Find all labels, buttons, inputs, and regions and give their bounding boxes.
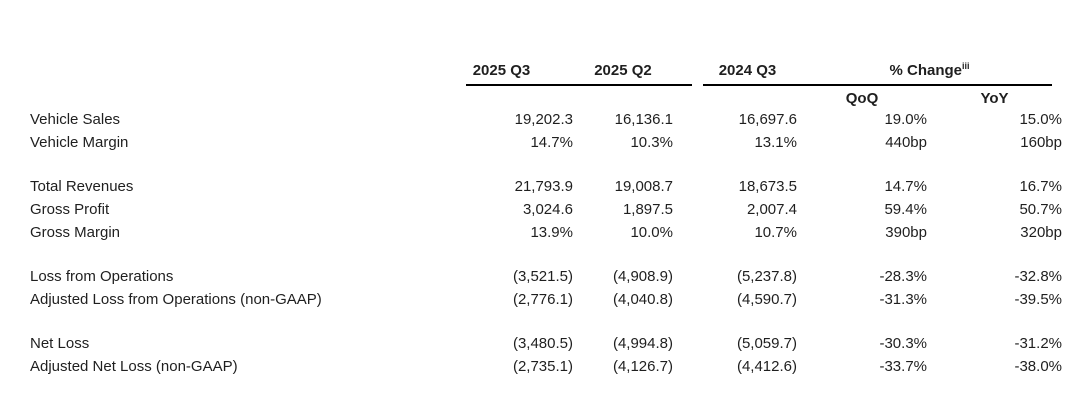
cell-2024-q3: 18,673.5 [738, 178, 797, 195]
cell-yoy: 160bp [1020, 134, 1062, 151]
header-rule-current-periods [466, 84, 692, 86]
cell-2025-q2: (4,908.9) [612, 268, 673, 285]
subheader-spacer [573, 84, 673, 108]
header-row-subheaders: QoQ YoY [30, 84, 1062, 108]
cell-qoq: -30.3% [879, 335, 927, 352]
table-row-net-loss: Net Loss (3,480.5) (4,994.8) (5,059.7) -… [30, 332, 1062, 355]
header-gap [673, 50, 698, 84]
cell-2024-q3: (4,412.6) [736, 358, 797, 375]
cell-gap [673, 221, 698, 244]
table-row-vehicle-margin: Vehicle Margin 14.7% 10.3% 13.1% 440bp 1… [30, 131, 1062, 154]
subheader-spacer [430, 84, 573, 108]
group-spacer [30, 154, 1062, 175]
cell-qoq: 14.7% [884, 178, 927, 195]
column-header-percent-change: % Changeiii [797, 50, 1062, 84]
cell-qoq: 19.0% [884, 111, 927, 128]
cell-gap [673, 332, 698, 355]
cell-2024-q3: 10.7% [754, 224, 797, 241]
cell-2025-q2: (4,126.7) [612, 358, 673, 375]
cell-2025-q2: 16,136.1 [614, 111, 673, 128]
cell-2024-q3: (4,590.7) [736, 291, 797, 308]
header-label-spacer [30, 50, 430, 84]
cell-2025-q3: (3,521.5) [512, 268, 573, 285]
cell-yoy: 320bp [1020, 224, 1062, 241]
subheader-qoq: QoQ [845, 89, 879, 107]
cell-qoq: 390bp [885, 224, 927, 241]
cell-2025-q3: 21,793.9 [514, 178, 573, 195]
cell-gap [673, 175, 698, 198]
cell-qoq: 59.4% [884, 201, 927, 218]
cell-yoy: -39.5% [1014, 291, 1062, 308]
table-row-gross-margin: Gross Margin 13.9% 10.0% 10.7% 390bp 320… [30, 221, 1062, 244]
header-rule-prior-and-change [703, 84, 1052, 86]
cell-gap [673, 198, 698, 221]
cell-qoq: 440bp [885, 134, 927, 151]
cell-yoy: 16.7% [1019, 178, 1062, 195]
subheader-yoy: YoY [980, 89, 1009, 107]
row-label: Gross Profit [30, 201, 110, 218]
column-header-2025-q2: 2025 Q2 [594, 62, 652, 79]
cell-2025-q3: (2,776.1) [512, 291, 573, 308]
cell-2025-q3: 19,202.3 [514, 111, 573, 128]
row-label: Vehicle Sales [30, 111, 121, 128]
spacer-cell [30, 154, 1062, 175]
cell-2025-q2: (4,994.8) [612, 335, 673, 352]
cell-gap [673, 265, 698, 288]
cell-2024-q3: 2,007.4 [746, 201, 797, 218]
cell-2025-q2: 1,897.5 [622, 201, 673, 218]
cell-2024-q3: (5,237.8) [736, 268, 797, 285]
cell-2024-q3: 13.1% [754, 134, 797, 151]
table-row-vehicle-sales: Vehicle Sales 19,202.3 16,136.1 16,697.6… [30, 108, 1062, 131]
cell-gap [673, 108, 698, 131]
table-row-loss-from-operations: Loss from Operations (3,521.5) (4,908.9)… [30, 265, 1062, 288]
spacer-cell [30, 244, 1062, 265]
subheader-spacer [698, 84, 797, 108]
group-spacer [30, 244, 1062, 265]
percent-change-label: % Change [889, 62, 962, 79]
cell-2025-q3: (2,735.1) [512, 358, 573, 375]
row-label: Vehicle Margin [30, 134, 129, 151]
cell-yoy: -31.2% [1014, 335, 1062, 352]
cell-gap [673, 355, 698, 378]
cell-2025-q2: 19,008.7 [614, 178, 673, 195]
cell-qoq: -31.3% [879, 291, 927, 308]
cell-2025-q3: 14.7% [530, 134, 573, 151]
footnote-marker: iii [962, 61, 970, 71]
cell-2025-q2: 10.3% [630, 134, 673, 151]
cell-2025-q2: (4,040.8) [612, 291, 673, 308]
row-label: Adjusted Loss from Operations (non-GAAP) [30, 291, 322, 308]
cell-2025-q3: 3,024.6 [522, 201, 573, 218]
header-row-periods: 2025 Q3 2025 Q2 2024 Q3 % Changeiii [30, 50, 1062, 84]
cell-qoq: -33.7% [879, 358, 927, 375]
financial-results-table: 2025 Q3 2025 Q2 2024 Q3 % Changeiii QoQ … [30, 50, 1062, 378]
cell-yoy: -38.0% [1014, 358, 1062, 375]
spacer-cell [30, 311, 1062, 332]
cell-qoq: -28.3% [879, 268, 927, 285]
row-label: Total Revenues [30, 178, 134, 195]
table-row-adjusted-loss-from-operations: Adjusted Loss from Operations (non-GAAP)… [30, 288, 1062, 311]
cell-gap [673, 131, 698, 154]
row-label: Loss from Operations [30, 268, 174, 285]
cell-gap [673, 288, 698, 311]
column-header-2025-q3: 2025 Q3 [472, 62, 531, 79]
cell-2025-q3: 13.9% [530, 224, 573, 241]
group-spacer [30, 311, 1062, 332]
row-label: Adjusted Net Loss (non-GAAP) [30, 358, 238, 375]
table-row-adjusted-net-loss: Adjusted Net Loss (non-GAAP) (2,735.1) (… [30, 355, 1062, 378]
row-label: Gross Margin [30, 224, 121, 241]
cell-2025-q3: (3,480.5) [512, 335, 573, 352]
table-row-total-revenues: Total Revenues 21,793.9 19,008.7 18,673.… [30, 175, 1062, 198]
cell-yoy: 50.7% [1019, 201, 1062, 218]
cell-2024-q3: (5,059.7) [736, 335, 797, 352]
cell-yoy: -32.8% [1014, 268, 1062, 285]
row-label: Net Loss [30, 335, 90, 352]
subheader-gap [673, 84, 698, 108]
table-row-gross-profit: Gross Profit 3,024.6 1,897.5 2,007.4 59.… [30, 198, 1062, 221]
cell-2025-q2: 10.0% [630, 224, 673, 241]
column-header-2024-q3: 2024 Q3 [718, 62, 777, 79]
cell-yoy: 15.0% [1019, 111, 1062, 128]
cell-2024-q3: 16,697.6 [738, 111, 797, 128]
subheader-spacer [30, 84, 430, 108]
